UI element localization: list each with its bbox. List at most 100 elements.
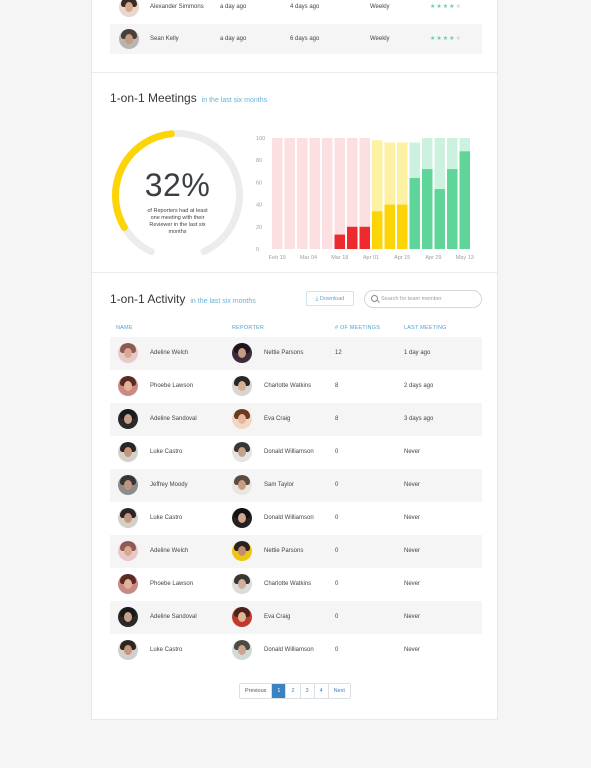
reviewer-name: Sean Kelly bbox=[150, 36, 179, 42]
employee-name[interactable]: Adeline Welch bbox=[150, 548, 189, 554]
avatar bbox=[118, 442, 138, 462]
employee-name[interactable]: Luke Castro bbox=[150, 449, 183, 455]
page-button-4[interactable]: 4 bbox=[315, 684, 329, 698]
employee-name[interactable]: Luke Castro bbox=[150, 647, 183, 653]
star-icon: ★ bbox=[449, 4, 455, 10]
column-header-reporter[interactable]: REPORTER bbox=[232, 325, 265, 331]
reporter-name[interactable]: Sam Taylor bbox=[264, 482, 294, 488]
employee-name[interactable]: Phoebe Lawson bbox=[150, 581, 194, 587]
bar bbox=[409, 177, 420, 249]
next-page-button[interactable]: Next bbox=[333, 688, 345, 694]
table-row[interactable]: Adeline Sandoval Eva Craig 0 Never bbox=[110, 601, 482, 634]
meeting-count: 0 bbox=[335, 647, 339, 653]
avatar bbox=[119, 29, 139, 49]
star-icon: ★ bbox=[442, 4, 449, 10]
avatar bbox=[118, 508, 138, 528]
avatar bbox=[232, 607, 252, 627]
frequency: Weekly bbox=[370, 36, 390, 42]
x-tick-label: Apr 15 bbox=[394, 255, 410, 261]
employee-name[interactable]: Phoebe Lawson bbox=[150, 383, 194, 389]
meeting-count: 12 bbox=[335, 350, 342, 356]
meeting-count: 8 bbox=[335, 383, 339, 389]
y-tick-label: 40 bbox=[256, 203, 262, 209]
avatar bbox=[232, 442, 252, 462]
avatar bbox=[118, 541, 138, 561]
bar-background bbox=[297, 138, 308, 249]
last-meeting: Never bbox=[404, 449, 421, 455]
employee-name[interactable]: Jeffrey Moody bbox=[150, 482, 188, 488]
table-row[interactable]: Luke Castro Donald Williamson 0 Never bbox=[110, 502, 482, 535]
reporter-name[interactable]: Charlotte Watkins bbox=[264, 581, 312, 587]
section-divider bbox=[92, 272, 497, 273]
column-header-last-meeting[interactable]: LAST MEETING bbox=[404, 325, 447, 331]
bar bbox=[422, 169, 433, 249]
column-header-meetings[interactable]: # OF MEETINGS bbox=[335, 325, 381, 331]
page-button-3[interactable]: 3 bbox=[301, 684, 315, 698]
bar-background bbox=[334, 138, 345, 249]
meeting-count: 8 bbox=[335, 416, 339, 422]
last-meeting: 2 days ago bbox=[404, 383, 434, 389]
star-icon: ★ bbox=[436, 36, 442, 42]
bar-background bbox=[397, 142, 408, 249]
last-date: 6 days ago bbox=[290, 36, 320, 42]
reporter-name[interactable]: Eva Craig bbox=[264, 416, 291, 422]
employee-name[interactable]: Luke Castro bbox=[150, 515, 183, 521]
avatar bbox=[118, 376, 138, 396]
last-meeting: Never bbox=[404, 614, 421, 620]
employee-name[interactable]: Adeline Welch bbox=[150, 350, 189, 356]
column-header-name[interactable]: NAME bbox=[116, 325, 133, 331]
activity-title: 1-on-1 Activity bbox=[110, 292, 186, 306]
bar-background bbox=[384, 142, 395, 249]
last-date: 4 days ago bbox=[290, 4, 320, 10]
bar-background bbox=[372, 140, 383, 249]
search-placeholder: Search for team member bbox=[381, 296, 442, 302]
activity-subtitle: in the last six months bbox=[190, 298, 256, 305]
reviewer-name: Alexander Simmons bbox=[150, 4, 204, 10]
avatar bbox=[232, 541, 252, 561]
table-row[interactable]: Phoebe Lawson Charlotte Watkins 0 Never bbox=[110, 568, 482, 601]
reporter-name[interactable]: Donald Williamson bbox=[264, 647, 314, 653]
table-row[interactable]: Luke Castro Donald Williamson 0 Never bbox=[110, 634, 482, 667]
meetings-subtitle: in the last six months bbox=[201, 97, 268, 104]
meeting-count: 0 bbox=[335, 449, 339, 455]
avatar bbox=[232, 343, 252, 363]
reporter-name[interactable]: Eva Craig bbox=[264, 614, 291, 620]
table-row[interactable]: Adeline Welch Nettie Parsons 12 1 day ago bbox=[110, 337, 482, 370]
search-input[interactable]: Search for team member bbox=[364, 290, 482, 308]
page-button-2[interactable]: 2 bbox=[286, 684, 301, 698]
donut-progress bbox=[112, 130, 243, 261]
reporter-name[interactable]: Donald Williamson bbox=[264, 515, 314, 521]
star-icon: ★ bbox=[430, 36, 436, 42]
table-row[interactable]: Luke Castro Donald Williamson 0 Never bbox=[110, 436, 482, 469]
bar bbox=[447, 169, 458, 249]
download-button[interactable]: ⤓ Download bbox=[306, 291, 354, 306]
avatar bbox=[232, 376, 252, 396]
x-tick-label: Mar 04 bbox=[300, 255, 317, 261]
reporter-name[interactable]: Nettie Parsons bbox=[264, 350, 304, 356]
table-row[interactable]: Jeffrey Moody Sam Taylor 0 Never bbox=[110, 469, 482, 502]
y-tick-label: 0 bbox=[256, 247, 259, 253]
x-tick-label: Mar 18 bbox=[331, 255, 348, 261]
employee-name[interactable]: Adeline Sandoval bbox=[150, 416, 197, 422]
table-row[interactable]: Alexander Simmons a day ago 4 days ago W… bbox=[110, 0, 482, 22]
avatar bbox=[118, 409, 138, 429]
meeting-count: 0 bbox=[335, 581, 339, 587]
reporter-name[interactable]: Charlotte Watkins bbox=[264, 383, 312, 389]
table-row[interactable]: Adeline Sandoval Eva Craig 8 3 days ago bbox=[110, 403, 482, 436]
reporter-name[interactable]: Donald Williamson bbox=[264, 449, 314, 455]
reporter-name[interactable]: Nettie Parsons bbox=[264, 548, 304, 554]
table-row[interactable]: Phoebe Lawson Charlotte Watkins 8 2 days ag… bbox=[110, 370, 482, 403]
employee-name[interactable]: Adeline Sandoval bbox=[150, 614, 197, 620]
page-button-1[interactable]: 1 bbox=[272, 684, 287, 698]
avatar bbox=[118, 607, 138, 627]
star-icon: ★ bbox=[436, 4, 442, 10]
created-date: a day ago bbox=[220, 36, 247, 42]
star-icon: ★ bbox=[442, 36, 449, 42]
bar bbox=[359, 226, 370, 249]
rating-stars: ★★★★★ bbox=[430, 24, 462, 54]
table-row[interactable]: Adeline Welch Nettie Parsons 0 Never bbox=[110, 535, 482, 568]
bar bbox=[372, 211, 383, 249]
table-row[interactable]: Sean Kelly a day ago 6 days ago Weekly ★… bbox=[110, 24, 482, 54]
download-icon: ⤓ bbox=[315, 296, 319, 302]
previous-page-button[interactable]: Previous bbox=[240, 684, 273, 698]
